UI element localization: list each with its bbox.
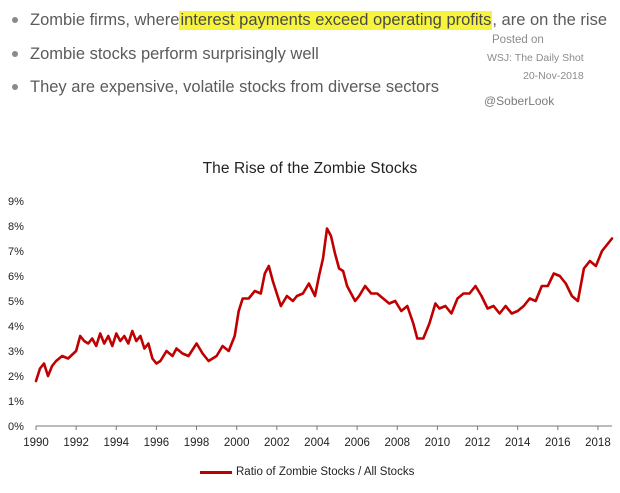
y-tick-label: 1% bbox=[8, 396, 24, 408]
x-tick-label: 2000 bbox=[224, 437, 250, 449]
x-tick-label: 2008 bbox=[384, 437, 410, 449]
source-posted-on: Posted on bbox=[492, 34, 544, 46]
source-date: 20-Nov-2018 bbox=[523, 70, 584, 82]
y-tick-label: 9% bbox=[8, 196, 24, 208]
x-tick-label: 1998 bbox=[184, 437, 210, 449]
x-tick-label: 1992 bbox=[63, 437, 89, 449]
chart-legend: Ratio of Zombie Stocks / All Stocks bbox=[200, 466, 414, 478]
legend-label: Ratio of Zombie Stocks / All Stocks bbox=[236, 466, 415, 478]
x-tick-label: 1996 bbox=[144, 437, 170, 449]
x-tick-label: 2002 bbox=[264, 437, 290, 449]
bullet-text-tail: , are on the rise bbox=[492, 10, 608, 29]
x-tick-label: 2006 bbox=[344, 437, 370, 449]
y-tick-label: 8% bbox=[8, 221, 24, 233]
source-handle: @SoberLook bbox=[484, 94, 555, 108]
series-line bbox=[34, 227, 614, 383]
x-tick-label: 2010 bbox=[425, 437, 451, 449]
x-tick-label: 2014 bbox=[505, 437, 531, 449]
x-tick-label: 2018 bbox=[585, 437, 611, 449]
y-tick-label: 4% bbox=[8, 321, 24, 333]
x-tick-label: 2016 bbox=[545, 437, 571, 449]
bullet-text: Zombie firms, where bbox=[30, 10, 180, 29]
bullet-dot-icon bbox=[12, 51, 18, 57]
y-tick-label: 7% bbox=[8, 246, 24, 258]
x-tick-label: 2012 bbox=[465, 437, 491, 449]
bullet-item: Zombie stocks perform surprisingly well bbox=[12, 42, 319, 66]
bullet-text: They are expensive, volatile stocks from… bbox=[30, 77, 439, 96]
legend-swatch bbox=[200, 470, 232, 474]
bullet-dot-icon bbox=[12, 84, 18, 90]
x-tick-label: 2004 bbox=[304, 437, 330, 449]
chart-title: The Rise of the Zombie Stocks bbox=[202, 160, 418, 177]
x-tick-label: 1994 bbox=[103, 437, 129, 449]
bullet-item: Zombie firms, where interest payments ex… bbox=[12, 8, 607, 32]
y-tick-label: 0% bbox=[8, 421, 24, 433]
bullet-text: Zombie stocks perform surprisingly well bbox=[30, 44, 319, 63]
highlighted-text: interest payments exceed operating profi… bbox=[179, 10, 493, 30]
source-publication: WSJ: The Daily Shot bbox=[487, 52, 584, 64]
x-tick-label: 1990 bbox=[23, 437, 49, 449]
y-tick-label: 6% bbox=[8, 271, 24, 283]
y-tick-label: 2% bbox=[8, 371, 24, 383]
y-tick-label: 3% bbox=[8, 346, 24, 358]
bullet-item: They are expensive, volatile stocks from… bbox=[12, 75, 439, 99]
y-tick-label: 5% bbox=[8, 296, 24, 308]
bullet-dot-icon bbox=[12, 17, 18, 23]
